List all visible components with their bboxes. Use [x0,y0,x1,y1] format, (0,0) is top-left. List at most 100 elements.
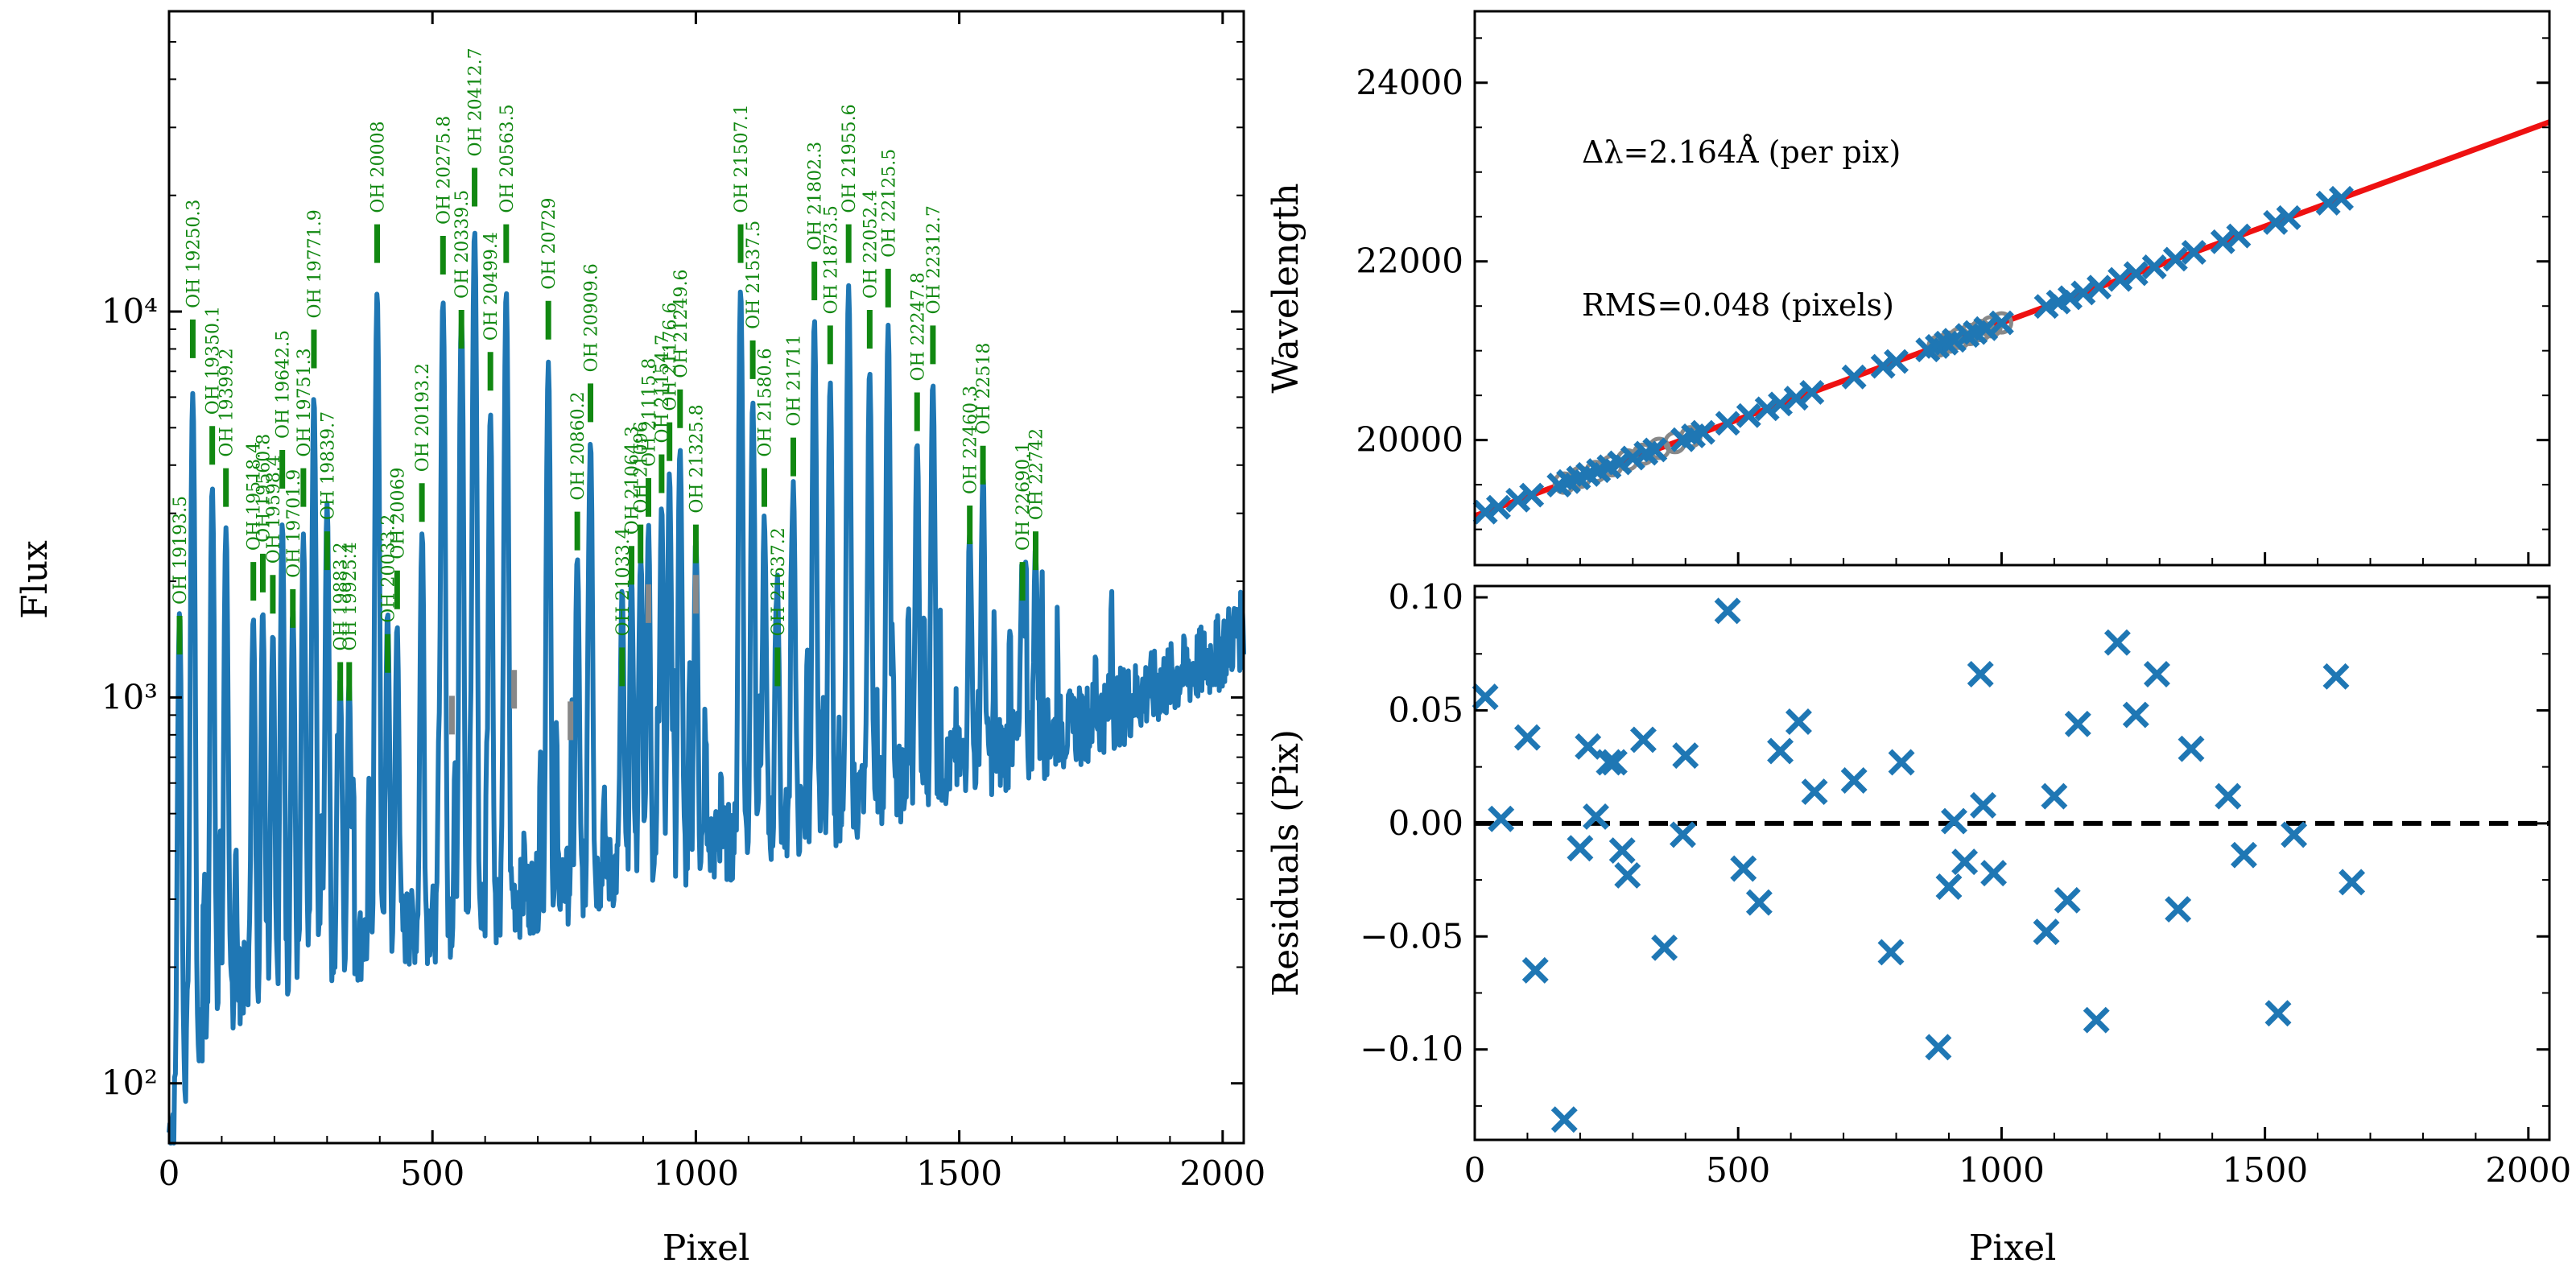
residuals-x-tick-label: 1000 [1959,1150,2045,1190]
residual-point [1567,835,1594,862]
line-id-label: OH 22742 [1027,428,1047,520]
residual-point [1970,791,1996,819]
residuals-x-tick-label: 1500 [2222,1150,2308,1190]
line-id-label: OH 20193.2 [413,363,433,472]
line-id-label: OH 21580.6 [755,348,775,456]
residual-point [1767,737,1794,765]
residual-point [2178,735,2205,762]
residual-point [1614,861,1641,889]
residual-point [2083,1006,2110,1034]
residual-point [1745,889,1773,916]
residual-point [1801,778,1828,806]
spectrum-x-tick-label: 1000 [653,1154,739,1193]
residuals-ticks: 0 500 1000 1500 2000 −0.10 −0.05 0.00 0.05 0.10 [1360,577,2571,1190]
matched-line-point [2181,240,2207,265]
matched-line-point [1841,364,1867,390]
wavelength-fit-y-tick-label: 22000 [1356,242,1463,281]
line-id-label: OH 19883.2 [332,542,352,650]
residuals-panel: 0 500 1000 1500 2000 −0.10 −0.05 0.00 0.05 0.10 P… [1265,577,2571,1269]
residual-point [1513,724,1541,751]
residual-point [1550,1106,1578,1133]
matched-line-point [1620,445,1645,471]
residuals-x-tick-label: 500 [1706,1150,1770,1190]
matched-line-point [1799,379,1825,405]
line-id-label: OH 21249.6 [671,270,691,378]
residuals-x-tick-label: 2000 [2485,1150,2571,1190]
line-id-label: OH 22247.8 [908,272,928,381]
line-id-label: OH 21955.6 [840,104,860,213]
wavelength-fit-y-tick-label: 24000 [1356,63,1463,102]
spectrum-x-tick-label: 0 [159,1154,180,1193]
line-id-label: OH 21115.8 [640,358,660,467]
matched-line-point [1505,487,1531,513]
spectrum-x-axis-label: Pixel [663,1228,750,1269]
line-id-label: OH 20412.7 [466,47,486,156]
line-id-label: OH 19350.1 [204,306,224,415]
residual-point [1730,855,1757,882]
matched-line-point [2210,229,2235,254]
spectrum-y-tick-label: 10³ [101,677,158,716]
spectrum-x-tick-label: 500 [400,1154,464,1193]
matched-line-point [1472,499,1498,525]
line-id-label: OH 20069 [388,468,408,559]
residuals-y-tick-label: −0.10 [1360,1030,1463,1069]
residual-point [1888,749,1915,776]
line-id-label: OH 19560.8 [254,434,274,543]
matched-line-point [1783,386,1809,411]
matched-line-point [1519,482,1545,508]
matched-line-point [1736,402,1761,428]
residuals-y-tick-label: 0.00 [1388,803,1463,843]
line-id-label: OH 19642.5 [274,330,294,439]
line-id-label: OH 21064.3 [623,426,643,535]
residual-point [1840,767,1868,794]
spectrum-x-tick-label: 1500 [916,1154,1002,1193]
residual-point [2339,869,2366,896]
matched-line-point [2329,185,2354,211]
line-id-label: OH 19518.4 [245,442,265,551]
line-id-label: OH 19193.5 [171,496,191,605]
matched-line-point [1690,419,1715,445]
line-id-label: OH 20339.5 [452,190,473,299]
dispersion-annotation: Δλ=2.164Å (per pix) [1582,134,1901,170]
line-id-label: OH 20499.4 [481,232,502,341]
residual-point [1980,860,2008,887]
matched-line-point [2315,190,2341,216]
line-id-label: OH 19399.2 [217,348,237,456]
residual-point [1608,837,1636,865]
residual-point [1785,708,1812,735]
line-id-label: OH 19250.3 [184,200,204,308]
residual-point [2054,886,2081,914]
residual-point [1488,805,1515,832]
residual-point [1629,726,1657,753]
wavelength-fit-panel: 20000 22000 24000 Δλ=2.164Å (per pix) RMS=… [1265,10,2551,567]
residual-point [2122,701,2149,729]
residual-point [1583,803,1609,830]
spectrum-axes-frame [167,10,1245,1145]
wavelength-fit-axes-frame [1473,10,2551,567]
residual-point [1925,1034,1952,1061]
spectrum-plot-area: OH 19193.5 OH 19250.3OH 19350.1OH 19399.2… [167,47,1246,1146]
matched-line-point [2058,285,2083,311]
residual-point [1714,597,1741,625]
line-id-label: OH 20008 [368,121,388,213]
matched-line-point [2263,209,2289,235]
line-id-label: OH 21637.2 [769,527,789,636]
line-id-label: OH 22690.1 [1013,442,1034,551]
spectrum-x-tick-label: 2000 [1179,1154,1265,1193]
matched-line-point [1942,328,1967,353]
residual-point [2165,896,2192,923]
matched-line-point [2087,275,2112,300]
residual-point [1575,733,1602,760]
line-id-label: OH 19839.7 [318,411,338,520]
spectrum-panel: OH 19193.5 OH 19250.3OH 19350.1OH 19399.2… [14,10,1265,1269]
line-id-label: OH 21537.5 [744,221,764,329]
spectrum-y-tick-label: 10² [101,1063,158,1103]
residual-point [2215,782,2242,810]
matched-line-point [1988,310,2014,336]
spectrum-y-tick-label: 10⁴ [101,291,158,331]
spectrum-y-axis-label: Flux [14,540,56,619]
matched-line-point [2226,223,2252,249]
residual-point [1521,956,1549,984]
